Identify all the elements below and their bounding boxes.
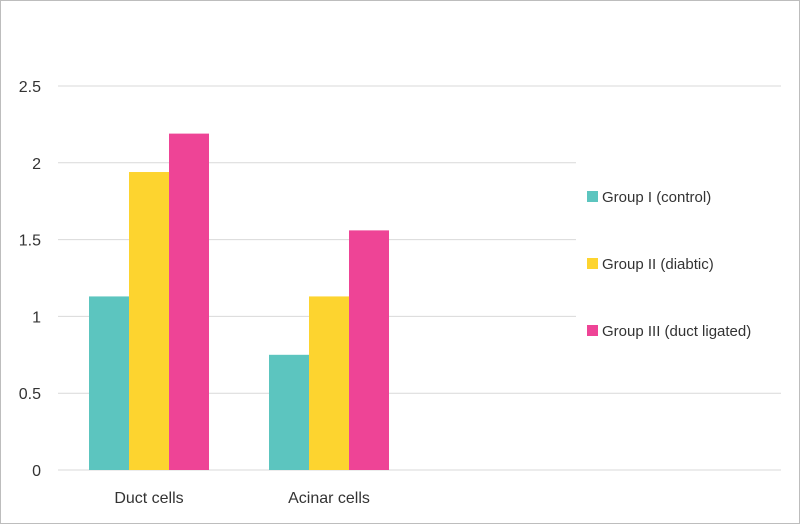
legend: Group I (control) Group II (diabtic) Group… — [587, 189, 751, 340]
y-tick-label: 1.5 — [19, 233, 41, 250]
y-axis-ticks: 0 0.5 1 1.5 2 2.5 — [19, 79, 41, 480]
bar — [89, 296, 129, 470]
x-axis-categories: Duct cells Acinar cells — [114, 490, 370, 507]
legend-label: Group I (control) — [602, 189, 711, 206]
bar — [129, 172, 169, 471]
y-tick-label: 0.5 — [19, 386, 41, 403]
legend-label: Group II (diabtic) — [602, 256, 714, 273]
x-category-label: Acinar cells — [288, 490, 370, 507]
bars — [89, 133, 389, 471]
bar — [349, 230, 389, 470]
y-tick-label: 0 — [32, 463, 41, 480]
legend-swatch — [587, 191, 598, 202]
legend-label: Group III (duct ligated) — [602, 323, 751, 340]
x-category-label: Duct cells — [114, 490, 183, 507]
bar — [269, 354, 309, 470]
y-tick-label: 2.5 — [19, 79, 41, 96]
y-tick-label: 1 — [32, 309, 41, 326]
y-tick-label: 2 — [32, 156, 41, 173]
bar — [309, 296, 349, 470]
bar — [169, 133, 209, 470]
legend-swatch — [587, 258, 598, 269]
legend-swatch — [587, 325, 598, 336]
